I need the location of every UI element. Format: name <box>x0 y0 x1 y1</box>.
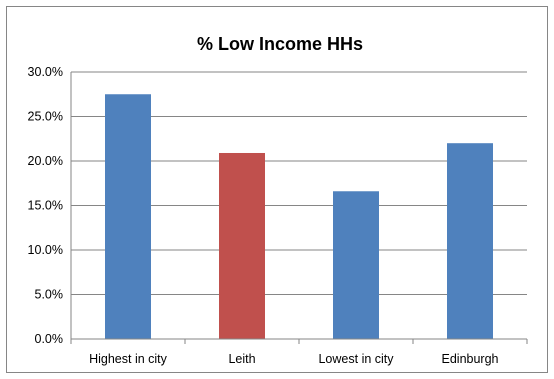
y-tick-label: 20.0% <box>28 154 63 168</box>
x-tick-label: Lowest in city <box>318 352 394 366</box>
y-tick-label: 0.0% <box>35 332 64 346</box>
bar <box>105 94 151 339</box>
y-axis: 0.0% 5.0% 10.0% 15.0% 20.0% 25.0% 30.0% <box>28 65 72 346</box>
bars <box>105 94 493 339</box>
y-tick-label: 30.0% <box>28 65 63 79</box>
bar <box>333 191 379 339</box>
y-tick-label: 10.0% <box>28 243 63 257</box>
y-tick-label: 15.0% <box>28 199 63 213</box>
chart-title: % Low Income HHs <box>197 34 363 54</box>
y-tick-label: 5.0% <box>35 288 64 302</box>
x-tick-label: Edinburgh <box>442 352 499 366</box>
bar <box>447 143 493 339</box>
x-tick-label: Highest in city <box>89 352 168 366</box>
y-tick-label: 25.0% <box>28 110 63 124</box>
x-axis: Highest in city Leith Lowest in city Edinbu… <box>70 338 528 366</box>
x-tick-label: Leith <box>228 352 255 366</box>
bar <box>219 152 265 339</box>
